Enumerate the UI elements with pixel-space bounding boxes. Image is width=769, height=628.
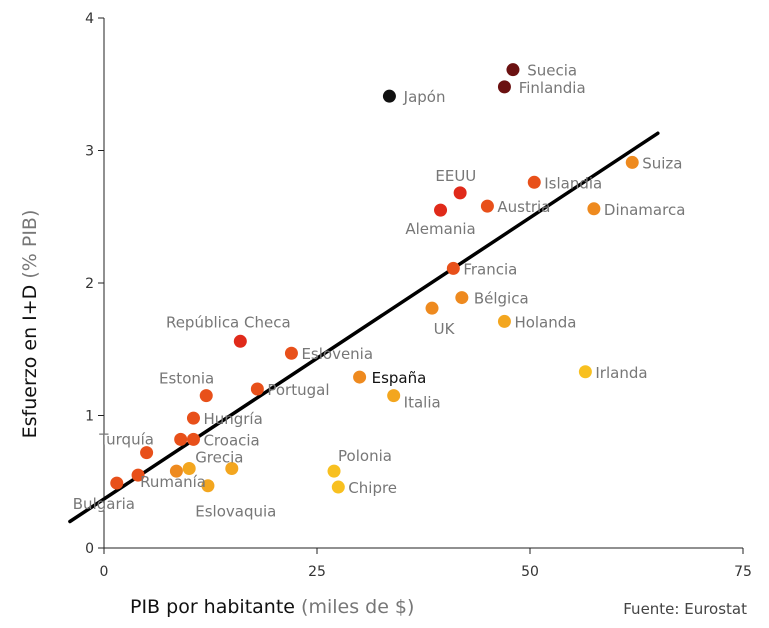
point-label: Suecia [527, 62, 577, 80]
x-axis-title-main: PIB por habitante [130, 596, 295, 618]
x-tick-label: 50 [521, 564, 539, 580]
data-point [425, 301, 439, 315]
point-label: Turquía [98, 431, 154, 449]
point-label: Bélgica [474, 290, 529, 308]
point-label: Italia [404, 394, 441, 412]
data-point [446, 261, 460, 275]
data-point [174, 432, 188, 446]
point-label: Polonia [338, 447, 392, 465]
y-tick-label: 3 [85, 144, 94, 160]
data-point [140, 446, 154, 460]
y-tick-label: 2 [85, 276, 94, 292]
trendline-group [68, 131, 660, 524]
x-tick-label: 0 [100, 564, 109, 580]
point-label: Dinamarca [604, 201, 686, 219]
data-point [327, 464, 341, 478]
data-point [455, 291, 469, 305]
data-point [110, 476, 124, 490]
point-label: Austria [497, 198, 550, 216]
data-point [331, 480, 345, 494]
point-label: Finlandia [519, 79, 586, 97]
chart-axes: 0 1 2 3 4 0 25 50 75 [85, 11, 752, 580]
y-axis-title-main: Esfuerzo en I+D [19, 284, 41, 439]
data-point [186, 432, 200, 446]
data-point [625, 155, 639, 169]
data-point [382, 89, 396, 103]
point-label: Alemania [405, 220, 475, 238]
data-point [186, 411, 200, 425]
point-label: República Checa [166, 313, 291, 331]
data-point [199, 389, 213, 403]
data-point [587, 202, 601, 216]
data-point [578, 365, 592, 379]
data-point [225, 462, 239, 475]
y-tick-label: 4 [85, 11, 94, 27]
x-axis-title-unit: (miles de $) [301, 596, 415, 618]
x-axis-title: PIB por habitante (miles de $) [130, 596, 414, 618]
data-point [201, 479, 215, 493]
point-label: Portugal [267, 381, 329, 399]
point-label: Grecia [195, 449, 243, 467]
data-point [497, 314, 511, 328]
data-point [169, 464, 183, 478]
point-label: Francia [463, 260, 517, 278]
data-point [387, 389, 401, 403]
point-label: Irlanda [595, 364, 647, 382]
data-point [233, 334, 247, 348]
data-point [250, 382, 264, 396]
data-point [527, 175, 541, 189]
y-tick-label: 1 [85, 409, 94, 425]
point-label: Chipre [348, 479, 397, 497]
source-note: Fuente: Eurostat [623, 600, 747, 618]
point-label: Holanda [514, 313, 576, 331]
point-label: Estonia [159, 370, 214, 388]
point-label: Suiza [642, 154, 682, 172]
trendline [68, 131, 660, 524]
point-label: Islandia [544, 174, 602, 192]
y-axis-title-unit: (% PIB) [19, 209, 41, 279]
data-point [453, 186, 467, 200]
data-point [353, 370, 367, 384]
x-tick-label: 25 [308, 564, 326, 580]
x-tick-label: 75 [734, 564, 752, 580]
data-point [284, 346, 298, 360]
data-point [506, 63, 520, 77]
data-point [480, 199, 494, 213]
point-label: Japón [403, 88, 446, 106]
data-point [434, 203, 448, 217]
data-point [131, 468, 145, 482]
point-label: Hungría [203, 410, 262, 428]
point-label: Eslovaquia [195, 503, 276, 521]
point-label: España [372, 369, 427, 387]
point-label: Croacia [203, 431, 259, 449]
point-label: EEUU [435, 167, 476, 185]
point-label: Bulgaria [73, 495, 135, 513]
point-label: Eslovenia [301, 345, 373, 363]
point-label: Rumanía [140, 473, 206, 491]
data-point [497, 80, 511, 94]
data-point [182, 462, 196, 475]
data-points [110, 63, 639, 494]
point-label: UK [434, 320, 456, 338]
y-tick-label: 0 [85, 541, 94, 557]
